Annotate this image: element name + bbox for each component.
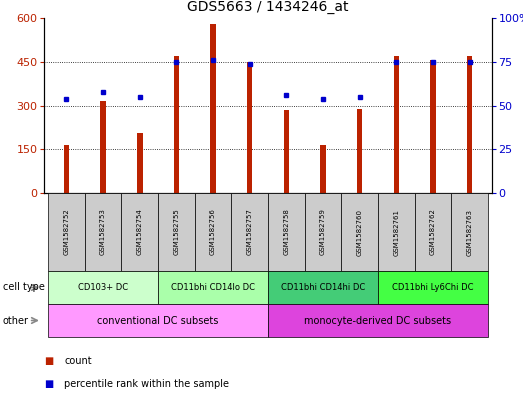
Bar	[174, 56, 179, 193]
Text: GSM1582763: GSM1582763	[467, 209, 473, 255]
Text: CD11bhi CD14hi DC: CD11bhi CD14hi DC	[281, 283, 365, 292]
Bar	[394, 56, 399, 193]
Text: GSM1582754: GSM1582754	[137, 209, 143, 255]
Bar	[430, 60, 436, 193]
Bar	[121, 193, 158, 271]
Bar	[100, 101, 106, 193]
Text: CD103+ DC: CD103+ DC	[78, 283, 128, 292]
Bar	[357, 109, 362, 193]
Bar	[283, 110, 289, 193]
Bar	[158, 271, 268, 304]
Text: GSM1582758: GSM1582758	[283, 209, 289, 255]
Text: monocyte-derived DC subsets: monocyte-derived DC subsets	[304, 316, 451, 325]
Bar	[378, 193, 415, 271]
Bar	[268, 304, 488, 337]
Text: percentile rank within the sample: percentile rank within the sample	[64, 379, 229, 389]
Bar	[158, 193, 195, 271]
Bar	[268, 193, 305, 271]
Bar	[85, 193, 121, 271]
Bar	[64, 145, 69, 193]
Bar	[305, 193, 342, 271]
Text: GSM1582759: GSM1582759	[320, 209, 326, 255]
Text: cell type: cell type	[3, 283, 44, 292]
Text: GSM1582757: GSM1582757	[247, 209, 253, 255]
Bar	[137, 133, 142, 193]
Bar	[378, 271, 488, 304]
Bar	[48, 271, 158, 304]
Text: GSM1582762: GSM1582762	[430, 209, 436, 255]
Bar	[231, 193, 268, 271]
Text: GSM1582760: GSM1582760	[357, 209, 362, 255]
Bar	[48, 193, 85, 271]
Text: GSM1582755: GSM1582755	[174, 209, 179, 255]
Text: ■: ■	[44, 379, 54, 389]
Text: GSM1582761: GSM1582761	[393, 209, 400, 255]
Text: count: count	[64, 356, 92, 365]
Text: GSM1582753: GSM1582753	[100, 209, 106, 255]
Bar	[342, 193, 378, 271]
Text: other: other	[3, 316, 29, 325]
Text: ■: ■	[44, 356, 54, 365]
Text: GSM1582756: GSM1582756	[210, 209, 216, 255]
Bar	[210, 24, 216, 193]
Bar	[195, 193, 231, 271]
Bar	[320, 145, 326, 193]
Bar	[467, 56, 472, 193]
Bar	[48, 304, 268, 337]
Text: GSM1582752: GSM1582752	[63, 209, 70, 255]
Bar	[415, 193, 451, 271]
Bar	[268, 271, 378, 304]
Bar	[451, 193, 488, 271]
Bar	[247, 62, 253, 193]
Text: conventional DC subsets: conventional DC subsets	[97, 316, 219, 325]
Text: CD11bhi CD14lo DC: CD11bhi CD14lo DC	[171, 283, 255, 292]
Text: CD11bhi Ly6Chi DC: CD11bhi Ly6Chi DC	[392, 283, 474, 292]
Title: GDS5663 / 1434246_at: GDS5663 / 1434246_at	[187, 0, 349, 14]
